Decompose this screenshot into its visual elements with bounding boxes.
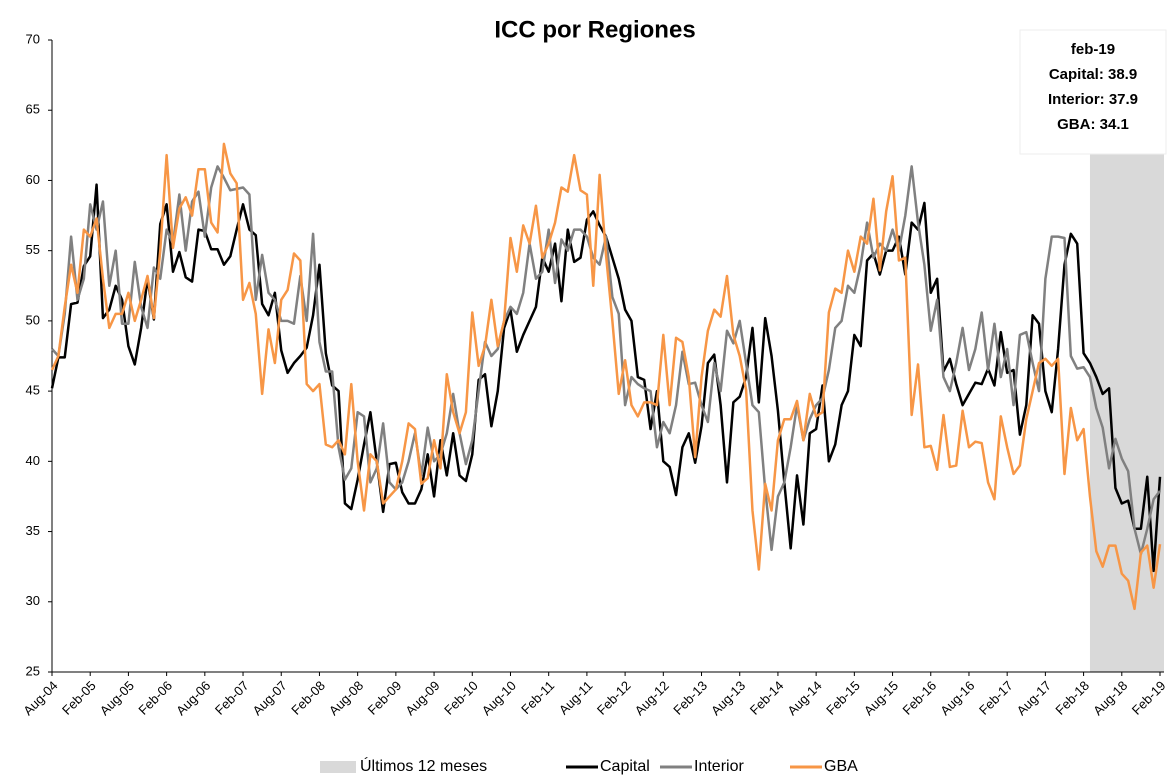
- x-tick-label: Feb-14: [747, 678, 787, 718]
- y-tick-label: 35: [26, 523, 40, 538]
- y-tick-label: 60: [26, 172, 40, 187]
- y-tick-label: 70: [26, 31, 40, 46]
- x-tick-label: Feb-09: [365, 678, 405, 718]
- y-tick-label: 45: [26, 383, 40, 398]
- y-tick-label: 25: [26, 663, 40, 678]
- x-tick-label: Feb-07: [212, 678, 252, 718]
- legend-label: Últimos 12 meses: [360, 756, 487, 775]
- x-tick-label: Aug-04: [20, 678, 60, 718]
- x-tick-label: Feb-08: [288, 678, 328, 718]
- x-tick-label: Aug-10: [479, 678, 519, 718]
- x-tick-label: Feb-15: [823, 678, 863, 718]
- x-tick-label: Aug-09: [402, 678, 442, 718]
- y-tick-label: 50: [26, 312, 40, 327]
- x-tick-label: Feb-11: [518, 678, 557, 717]
- chart-title: ICC por Regiones: [494, 16, 695, 43]
- x-tick-label: Feb-18: [1052, 678, 1092, 718]
- legend-swatch: [320, 761, 356, 773]
- annotation-text: feb-19: [1071, 41, 1115, 58]
- x-tick-label: Aug-12: [632, 678, 672, 718]
- x-tick-label: Aug-07: [250, 678, 290, 718]
- x-tick-label: Feb-10: [441, 678, 481, 718]
- x-tick-label: Feb-16: [900, 678, 940, 718]
- x-tick-label: Feb-05: [59, 678, 99, 718]
- x-tick-label: Aug-14: [784, 678, 824, 718]
- annotation-text: Capital: 38.9: [1049, 66, 1137, 83]
- y-tick-label: 65: [26, 102, 40, 117]
- x-tick-label: Aug-13: [708, 678, 748, 718]
- x-tick-label: Feb-06: [135, 678, 175, 718]
- x-tick-label: Aug-18: [1090, 678, 1130, 718]
- x-tick-label: Feb-17: [976, 678, 1016, 718]
- annotation-text: GBA: 34.1: [1057, 116, 1129, 133]
- y-tick-label: 30: [26, 593, 40, 608]
- x-tick-label: Feb-12: [594, 678, 634, 718]
- legend-label: GBA: [824, 758, 858, 775]
- legend-label: Interior: [694, 758, 744, 775]
- x-tick-label: Aug-08: [326, 678, 366, 718]
- legend-label: Capital: [600, 758, 650, 775]
- x-tick-label: Aug-17: [1014, 678, 1054, 718]
- line-series: [50, 142, 1162, 611]
- x-tick-label: Feb-19: [1129, 678, 1167, 718]
- x-tick-label: Aug-05: [97, 678, 137, 718]
- y-tick-label: 40: [26, 453, 40, 468]
- annotation-box: [1019, 29, 1167, 155]
- x-tick-label: Aug-16: [937, 678, 977, 718]
- x-tick-label: Aug-15: [861, 678, 901, 718]
- y-tick-label: 55: [26, 242, 40, 257]
- x-tick-label: Aug-06: [173, 678, 213, 718]
- x-tick-label: Feb-13: [670, 678, 710, 718]
- annotation-text: Interior: 37.9: [1048, 91, 1138, 108]
- x-tick-label: Aug-11: [556, 678, 596, 718]
